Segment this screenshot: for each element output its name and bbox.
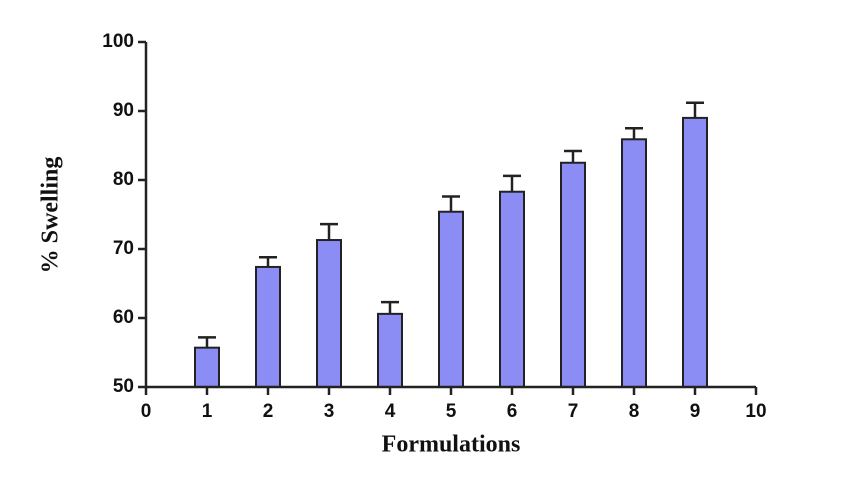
y-tick-label: 80 — [113, 169, 134, 190]
x-tick-label: 4 — [385, 401, 396, 422]
y-tick-label: 100 — [102, 31, 134, 52]
y-tick-label: 90 — [113, 100, 134, 121]
bar — [621, 138, 647, 388]
bar — [682, 116, 708, 389]
y-axis-title: % Swelling — [38, 157, 64, 274]
x-tick-label: 8 — [629, 401, 640, 422]
bar — [560, 161, 586, 388]
x-tick-label: 2 — [263, 401, 274, 422]
x-tick-label: 10 — [745, 401, 766, 422]
x-tick-label: 5 — [446, 401, 457, 422]
bar — [438, 210, 464, 388]
x-tick-label: 6 — [507, 401, 518, 422]
bar — [194, 346, 220, 389]
y-tick-label: 50 — [113, 376, 134, 397]
bar — [255, 265, 281, 388]
x-tick-label: 0 — [141, 401, 152, 422]
bar — [316, 239, 342, 388]
x-tick-label: 7 — [568, 401, 579, 422]
x-axis-title: Formulations — [382, 432, 521, 458]
x-tick-label: 1 — [202, 401, 213, 422]
x-tick-label: 9 — [690, 401, 701, 422]
bar — [377, 312, 403, 388]
bar — [499, 190, 525, 388]
x-tick-label: 3 — [324, 401, 335, 422]
y-tick-label: 60 — [113, 307, 134, 328]
y-tick-label: 70 — [113, 238, 134, 259]
